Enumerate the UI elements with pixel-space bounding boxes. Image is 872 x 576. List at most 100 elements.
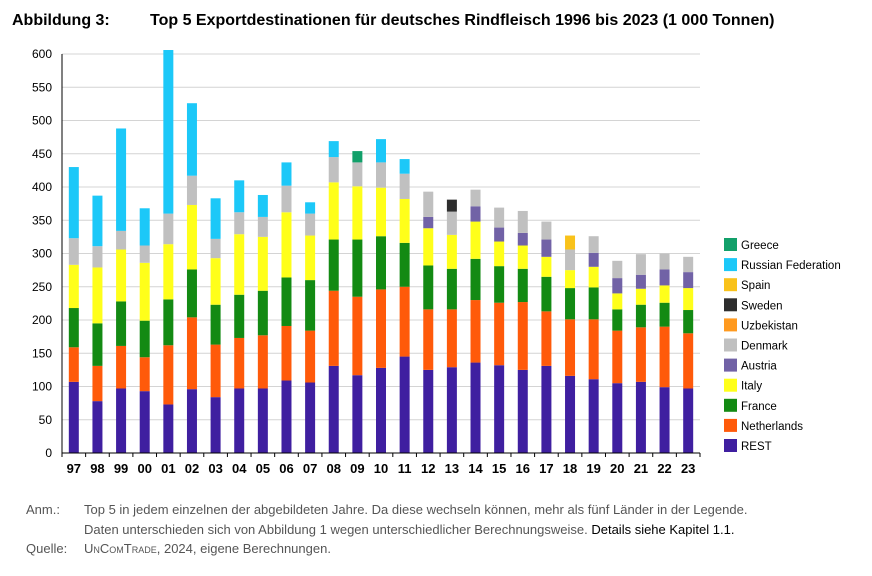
bar-segment-denmark xyxy=(257,216,268,237)
bar-segment-russian-federation xyxy=(92,195,103,247)
anm-line2: Daten unterschieden sich von Abbildung 1… xyxy=(84,521,588,537)
bar-segment-italy xyxy=(565,270,576,289)
x-tick-label: 00 xyxy=(137,461,151,476)
x-tick-label: 18 xyxy=(563,461,577,476)
bar-segment-sweden xyxy=(446,199,457,212)
bar-segment-denmark xyxy=(494,207,505,228)
bar-segment-netherlands xyxy=(281,325,292,381)
bar-segment-netherlands xyxy=(92,365,103,402)
bar-segment-russian-federation xyxy=(281,162,292,186)
bar-segment-denmark xyxy=(352,162,363,187)
bar-segment-austria xyxy=(541,239,552,257)
x-tick-label: 23 xyxy=(681,461,695,476)
bar-segment-italy xyxy=(328,182,339,240)
y-tick-label: 150 xyxy=(32,346,52,360)
bar-segment-russian-federation xyxy=(376,139,386,163)
legend-swatch xyxy=(724,318,737,332)
figure-label: Abbildung 3: xyxy=(12,12,110,29)
bar-segment-rest xyxy=(163,404,174,453)
details-link[interactable]: Details siehe Kapitel 1.1. xyxy=(591,521,735,537)
anm-label: Anm.: xyxy=(26,502,60,517)
bar-segment-italy xyxy=(116,249,127,302)
bar-segment-rest xyxy=(68,381,79,453)
bar-segment-denmark xyxy=(68,238,79,265)
x-tick-label: 99 xyxy=(114,461,128,476)
bar-segment-rest xyxy=(305,382,316,453)
bar-segment-austria xyxy=(494,227,505,242)
bar-segment-france xyxy=(517,268,528,303)
bar-segment-italy xyxy=(234,234,245,295)
bar-segment-russian-federation xyxy=(139,208,150,246)
y-tick-label: 100 xyxy=(32,380,52,394)
bar-segment-italy xyxy=(281,212,292,278)
bar-segment-russian-federation xyxy=(234,180,245,213)
bar-segment-russian-federation xyxy=(305,202,316,214)
bar-segment-austria xyxy=(612,278,623,294)
bar-segment-denmark xyxy=(92,246,103,268)
bar-segment-rest xyxy=(494,365,505,453)
bar-segment-austria xyxy=(517,232,528,246)
bar-segment-rest xyxy=(234,388,245,453)
bar-segment-denmark xyxy=(423,191,434,217)
bar-segment-austria xyxy=(423,216,434,229)
y-tick-label: 300 xyxy=(32,247,52,261)
bar-segment-italy xyxy=(305,235,316,281)
bar-segment-italy xyxy=(423,228,434,266)
bar-segment-france xyxy=(612,309,623,331)
bar-segment-greece xyxy=(352,151,363,163)
legend-swatch xyxy=(724,238,737,251)
bar-segment-rest xyxy=(210,397,221,453)
y-tick-label: 450 xyxy=(32,147,52,161)
bar-segment-france xyxy=(659,302,670,327)
bar-segment-netherlands xyxy=(352,296,363,376)
bar-segment-denmark xyxy=(376,162,386,188)
bar-segment-netherlands xyxy=(305,330,316,383)
bar-segment-italy xyxy=(659,285,670,303)
bar-segment-russian-federation xyxy=(257,194,268,217)
bar-segment-france xyxy=(423,265,434,310)
bar-segment-denmark xyxy=(186,175,197,205)
bar-segment-netherlands xyxy=(470,300,481,363)
bar-segment-italy xyxy=(446,234,457,269)
legend-swatch xyxy=(724,278,737,292)
bar-segment-italy xyxy=(257,236,268,291)
bar-segment-rest xyxy=(470,362,481,453)
y-tick-label: 600 xyxy=(32,47,52,61)
legend-label: Italy xyxy=(741,381,762,393)
bar-segment-italy xyxy=(635,288,646,305)
bar-segment-netherlands xyxy=(376,289,386,368)
x-tick-label: 10 xyxy=(374,461,388,476)
legend-swatch xyxy=(724,258,737,272)
bar-segment-russian-federation xyxy=(399,159,410,174)
y-tick-label: 250 xyxy=(32,280,52,294)
legend-label: France xyxy=(741,401,777,413)
bar-segment-denmark xyxy=(635,254,646,275)
bar-segment-russian-federation xyxy=(328,141,339,158)
bar-segment-netherlands xyxy=(116,345,127,389)
x-tick-label: 16 xyxy=(516,461,530,476)
x-tick-label: 13 xyxy=(445,461,459,476)
bar-segment-rest xyxy=(541,365,552,453)
bar-segment-rest xyxy=(399,356,410,453)
x-tick-label: 01 xyxy=(161,461,175,476)
y-tick-label: 400 xyxy=(32,180,52,194)
bar-segment-italy xyxy=(494,241,505,267)
legend-label: Russian Federation xyxy=(741,260,841,272)
figure-title: Top 5 Exportdestinationen für deutsches … xyxy=(150,12,775,29)
x-tick-label: 15 xyxy=(492,461,506,476)
x-tick-label: 21 xyxy=(634,461,648,476)
bar-segment-austria xyxy=(635,274,646,289)
bar-segment-italy xyxy=(541,256,552,277)
bar-segment-france xyxy=(399,242,410,287)
bar-segment-netherlands xyxy=(612,330,623,384)
bar-segment-denmark xyxy=(446,211,457,235)
bar-segment-denmark xyxy=(210,238,221,259)
bar-segment-denmark xyxy=(659,253,670,270)
legend-swatch xyxy=(724,378,737,392)
legend-label: REST xyxy=(741,441,772,453)
bar-segment-russian-federation xyxy=(210,198,221,239)
bar-segment-netherlands xyxy=(257,335,268,389)
bar-segment-rest xyxy=(186,389,197,453)
x-tick-label: 97 xyxy=(67,461,81,476)
